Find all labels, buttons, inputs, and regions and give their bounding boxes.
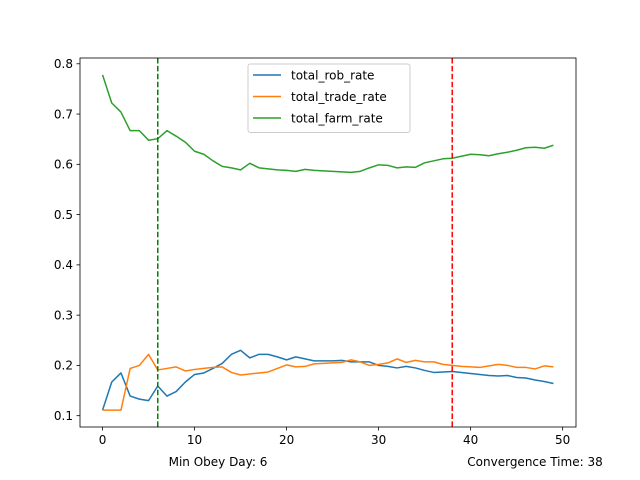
y-tick-label: 0.3 (54, 308, 73, 322)
legend-entry: total_trade_rate (291, 90, 387, 104)
series-line-total-rob-rate (101, 349, 554, 411)
y-tick-label: 0.1 (54, 409, 73, 423)
legend: total_rob_rate total_trade_rate total_farm… (247, 63, 411, 133)
plot-area: 0 10 20 30 40 50 0.1 0.2 0.3 0.4 0.5 0.6 0.7 0.8 total… (54, 57, 577, 447)
legend-entry: total_rob_rate (291, 69, 374, 83)
y-tick-label: 0.4 (54, 258, 73, 272)
min-obey-day-label: Min Obey Day: 6 (169, 455, 268, 469)
x-tick-label: 10 (187, 433, 202, 447)
series-line-total-farm-rate (101, 74, 554, 174)
y-tick-label: 0.2 (54, 359, 73, 373)
axes-frame (79, 57, 577, 428)
convergence-time-label: Convergence Time: 38 (467, 455, 602, 469)
y-tick-label: 0.7 (54, 107, 73, 121)
x-tick-label: 0 (99, 433, 107, 447)
x-tick-label: 40 (463, 433, 478, 447)
legend-entry: total_farm_rate (291, 112, 383, 126)
y-tick-label: 0.8 (54, 57, 73, 71)
series-line-total-trade-rate (102, 353, 554, 411)
y-tick-label: 0.6 (54, 158, 73, 172)
legend-box (247, 63, 411, 133)
y-tick-label: 0.5 (54, 208, 73, 222)
x-tick-label: 50 (555, 433, 570, 447)
x-tick-label: 30 (371, 433, 386, 447)
x-tick-label: 20 (279, 433, 294, 447)
